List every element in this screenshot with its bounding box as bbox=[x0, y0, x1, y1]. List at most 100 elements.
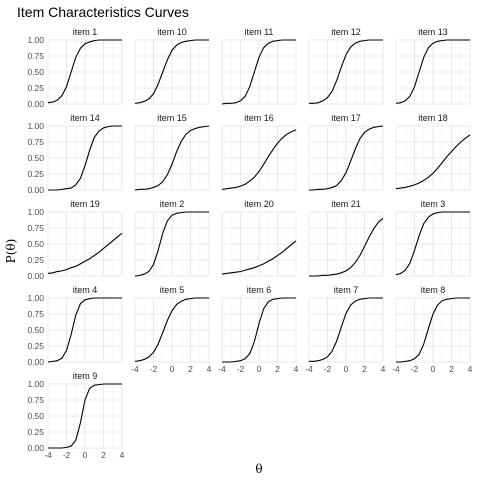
y-tick-label: 0.25 bbox=[27, 169, 44, 179]
x-tick-label: 2 bbox=[101, 450, 106, 460]
icc-curve bbox=[48, 383, 122, 449]
facet-strip-label: item 9 bbox=[73, 371, 98, 381]
x-tick-label: 0 bbox=[83, 450, 88, 460]
facet-panel: item 9 0.00 0.25 0.50 0.75 1.00 -4 -2 0 2 4 bbox=[27, 371, 124, 460]
facet-strip-label: item 3 bbox=[421, 199, 446, 209]
facet-strip-label: item 6 bbox=[247, 285, 272, 295]
y-tick-label: 0.50 bbox=[27, 239, 44, 249]
facet-panel: item 8 -4 -2 0 2 4 bbox=[392, 285, 472, 374]
facet-panel: item 21 bbox=[308, 199, 384, 277]
y-tick-label: 0.50 bbox=[27, 411, 44, 421]
y-tick-label: 0.00 bbox=[27, 271, 44, 281]
icc-curve bbox=[395, 211, 470, 276]
y-tick-label: 0.00 bbox=[27, 357, 44, 367]
facet-panel: item 19 0.00 0.25 0.50 0.75 1.00 bbox=[27, 199, 123, 281]
icc-curve bbox=[134, 211, 209, 277]
facet-panel: item 4 0.00 0.25 0.50 0.75 1.00 bbox=[27, 285, 123, 367]
x-tick-label: 4 bbox=[207, 364, 212, 374]
icc-curve bbox=[48, 125, 122, 191]
facet-panel: item 7 -4 -2 0 2 4 bbox=[305, 285, 385, 374]
facet-panel: item 1 0.00 0.25 0.50 0.75 1.00 bbox=[27, 27, 123, 109]
y-tick-label: 0.75 bbox=[27, 137, 44, 147]
y-tick-label: 0.75 bbox=[27, 51, 44, 61]
icc-curve bbox=[221, 129, 297, 190]
y-tick-label: 0.50 bbox=[27, 153, 44, 163]
y-tick-label: 0.75 bbox=[27, 395, 44, 405]
y-tick-label: 0.25 bbox=[27, 341, 44, 351]
facet-strip-label: item 4 bbox=[73, 285, 98, 295]
x-tick-label: -4 bbox=[218, 364, 226, 374]
y-tick-label: 1.00 bbox=[27, 207, 44, 217]
x-tick-label: 4 bbox=[468, 364, 473, 374]
x-tick-label: 0 bbox=[257, 364, 262, 374]
y-tick-label: 0.00 bbox=[27, 443, 44, 453]
x-tick-label: -4 bbox=[392, 364, 400, 374]
icc-curve bbox=[134, 39, 209, 104]
facet-strip-label: item 14 bbox=[70, 113, 100, 123]
facet-strip-label: item 13 bbox=[418, 27, 448, 37]
y-axis-label: P(θ) bbox=[4, 239, 18, 264]
icc-curve bbox=[396, 297, 470, 363]
facet-panel: item 20 bbox=[221, 199, 297, 277]
icc-curve bbox=[221, 240, 297, 275]
x-tick-label: -4 bbox=[305, 364, 313, 374]
x-tick-label: 2 bbox=[449, 364, 454, 374]
icc-curve bbox=[309, 125, 384, 191]
facet-panel: item 14 0.00 0.25 0.50 0.75 1.00 bbox=[27, 113, 123, 195]
y-tick-label: 0.75 bbox=[27, 309, 44, 319]
x-tick-label: -2 bbox=[324, 364, 332, 374]
x-tick-label: 0 bbox=[431, 364, 436, 374]
y-tick-label: 1.00 bbox=[27, 121, 44, 131]
facet-panel: item 15 bbox=[134, 113, 210, 191]
icc-curve bbox=[221, 39, 296, 105]
facet-strip-label: item 12 bbox=[331, 27, 361, 37]
x-tick-label: -2 bbox=[63, 450, 71, 460]
icc-curve bbox=[222, 297, 296, 363]
icc-curve bbox=[395, 134, 471, 190]
x-tick-label: -4 bbox=[44, 450, 52, 460]
facet-panel: item 16 bbox=[221, 113, 297, 191]
x-tick-label: 0 bbox=[170, 364, 175, 374]
facet-panel: item 13 bbox=[395, 27, 471, 105]
icc-curve bbox=[309, 297, 383, 362]
facet-panels: item 1 0.00 0.25 0.50 0.75 1.00 item 10 item 11… bbox=[27, 27, 472, 460]
facet-strip-label: item 16 bbox=[244, 113, 274, 123]
x-tick-label: 4 bbox=[381, 364, 386, 374]
x-tick-label: 4 bbox=[120, 450, 125, 460]
icc-curve bbox=[47, 232, 123, 274]
facet-strip-label: item 1 bbox=[73, 27, 98, 37]
y-tick-label: 0.25 bbox=[27, 83, 44, 93]
x-tick-label: -2 bbox=[237, 364, 245, 374]
icc-curve bbox=[134, 125, 210, 191]
facet-panel: item 3 bbox=[395, 199, 471, 277]
x-tick-label: 4 bbox=[294, 364, 299, 374]
facet-strip-label: item 10 bbox=[157, 27, 187, 37]
x-tick-label: -2 bbox=[150, 364, 158, 374]
facet-panel: item 6 -4 -2 0 2 4 bbox=[218, 285, 298, 374]
facet-panel: item 5 -4 -2 0 2 4 bbox=[131, 285, 211, 374]
y-tick-label: 1.00 bbox=[27, 379, 44, 389]
facet-strip-label: item 18 bbox=[418, 113, 448, 123]
icc-curve bbox=[134, 297, 209, 362]
x-tick-label: 2 bbox=[362, 364, 367, 374]
y-tick-label: 0.50 bbox=[27, 67, 44, 77]
facet-strip-label: item 19 bbox=[70, 199, 100, 209]
facet-strip-label: item 2 bbox=[160, 199, 185, 209]
facet-panel: item 17 bbox=[308, 113, 384, 191]
x-tick-label: 2 bbox=[275, 364, 280, 374]
facet-strip-label: item 17 bbox=[331, 113, 361, 123]
x-axis-label: θ bbox=[255, 462, 262, 476]
facet-strip-label: item 20 bbox=[244, 199, 274, 209]
facet-strip-label: item 11 bbox=[245, 27, 274, 37]
icc-curve bbox=[47, 297, 122, 363]
y-tick-label: 0.75 bbox=[27, 223, 44, 233]
facet-panel: item 2 bbox=[134, 199, 210, 277]
y-tick-label: 1.00 bbox=[27, 35, 44, 45]
y-tick-label: 0.00 bbox=[27, 99, 44, 109]
facet-panel: item 10 bbox=[134, 27, 210, 105]
y-tick-label: 0.25 bbox=[27, 427, 44, 437]
facet-panel: item 18 bbox=[395, 113, 471, 191]
chart-title: Item Characteristics Curves bbox=[17, 4, 189, 20]
x-tick-label: 0 bbox=[344, 364, 349, 374]
